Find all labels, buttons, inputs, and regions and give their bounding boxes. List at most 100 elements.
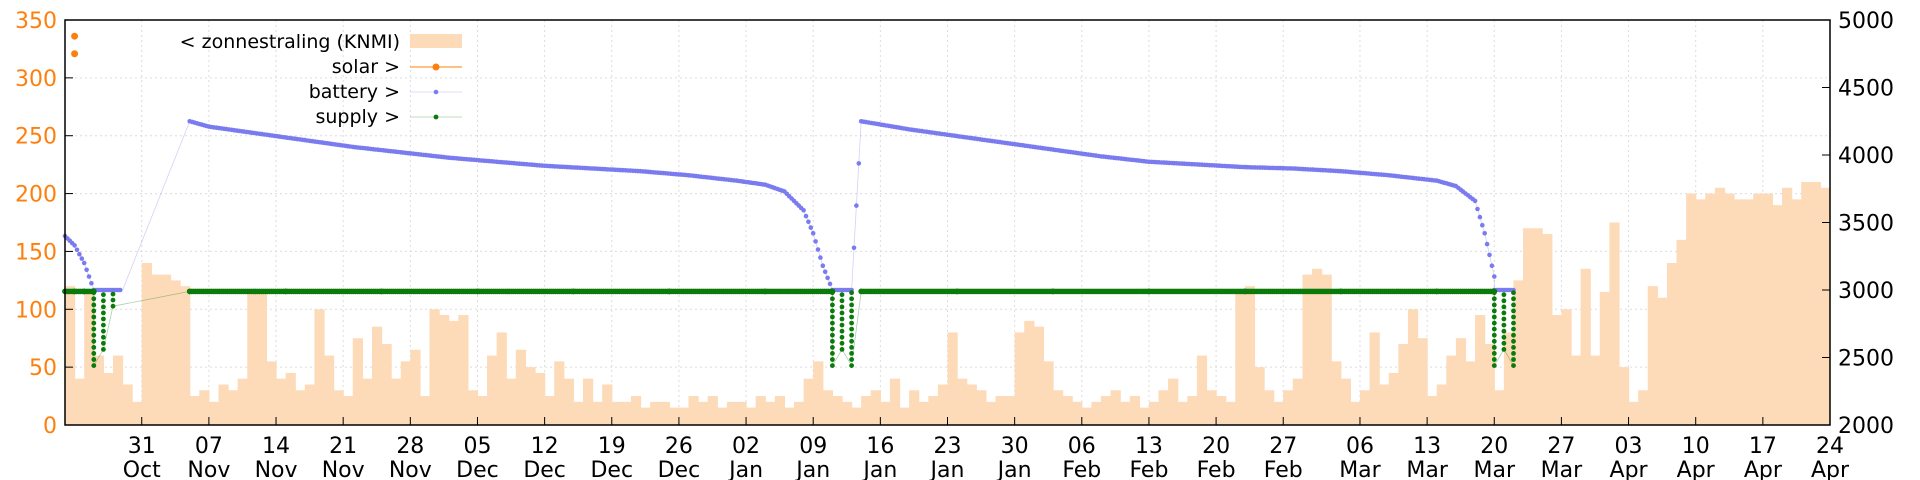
supply-point	[666, 288, 673, 295]
radiation-bar	[1724, 193, 1735, 425]
x-tick-month: Nov	[255, 458, 298, 480]
radiation-bar	[602, 384, 613, 425]
x-axis: 31Oct07Nov14Nov21Nov28Nov05Dec12Dec19Dec…	[123, 417, 1850, 480]
left-tick-label: 300	[15, 67, 57, 92]
supply-point	[1501, 347, 1507, 352]
radiation-bar	[1235, 291, 1246, 425]
radiation-bar	[1321, 274, 1332, 425]
radiation-bar	[966, 384, 977, 425]
battery-point	[74, 247, 80, 253]
radiation-bar	[813, 361, 824, 425]
battery-point	[806, 219, 811, 225]
battery-point	[1492, 274, 1497, 279]
radiation-bar	[659, 401, 670, 425]
x-tick-month: Dec	[456, 458, 499, 480]
battery-line	[64, 120, 1514, 291]
supply-point	[101, 310, 106, 316]
supply-point	[839, 340, 845, 346]
supply-point	[1501, 334, 1507, 340]
radiation-bar	[909, 390, 920, 425]
radiation-bar	[1120, 401, 1131, 425]
supply-point	[1491, 296, 1497, 302]
radiation-bar	[1609, 222, 1620, 425]
radiation-bar	[458, 315, 469, 425]
radiation-bar	[544, 396, 555, 425]
radiation-bar	[1302, 274, 1313, 425]
radiation-bar	[237, 378, 248, 425]
x-tick-day: 03	[1615, 434, 1643, 459]
supply-point	[1491, 308, 1497, 314]
radiation-bar	[496, 332, 507, 425]
supply-point	[1501, 298, 1507, 304]
radiation-bar	[1599, 291, 1610, 425]
supply-point	[830, 326, 835, 332]
radiation-bar	[525, 367, 536, 425]
radiation-bar	[774, 396, 786, 425]
radiation-bar	[151, 274, 162, 425]
radiation-bar	[93, 355, 104, 425]
battery-point	[117, 287, 123, 293]
supply-point	[91, 326, 97, 332]
radiation-bar	[400, 361, 411, 425]
radiation-bar	[563, 378, 574, 425]
x-tick-month: Apr	[1811, 458, 1850, 480]
battery-point	[820, 263, 826, 269]
left-axis: 0 50 100 150 200 250 300 350	[15, 9, 73, 439]
radiation-bar	[1407, 309, 1419, 425]
supply-point	[830, 351, 835, 356]
radiation-bar	[429, 309, 440, 425]
radiation-bar	[669, 407, 680, 425]
radiation-bar	[1225, 401, 1236, 425]
radiation-bar	[851, 407, 862, 425]
radiation-bar	[160, 274, 172, 425]
supply-point	[1511, 302, 1516, 308]
supply-point	[849, 314, 854, 320]
radiation-bar	[1571, 355, 1582, 425]
supply-point	[849, 332, 854, 338]
radiation-bar	[132, 401, 143, 425]
x-tick-day: 12	[531, 434, 559, 459]
supply-point	[762, 288, 768, 295]
radiation-bar	[1216, 396, 1227, 425]
supply-point	[954, 288, 960, 295]
x-tick-month: Mar	[1541, 458, 1583, 480]
battery-point	[803, 213, 809, 219]
supply-point	[1338, 288, 1344, 295]
battery-point	[854, 203, 859, 208]
radiation-bar	[1782, 187, 1793, 425]
supply-series	[62, 288, 1516, 368]
battery-point	[77, 251, 82, 257]
supply-point	[1511, 326, 1516, 332]
x-tick-day: 30	[1001, 434, 1029, 459]
radiation-bar	[228, 390, 239, 425]
radiation-bar	[1551, 315, 1563, 425]
supply-point	[101, 304, 106, 310]
x-tick-day: 16	[866, 434, 894, 459]
radiation-bar	[1398, 344, 1409, 425]
radiation-bar	[582, 378, 594, 425]
x-tick-month: Jan	[929, 458, 965, 480]
radiation-bar	[1436, 384, 1447, 425]
supply-point	[110, 303, 116, 309]
supply-point	[474, 288, 481, 295]
supply-point	[1491, 314, 1497, 320]
battery-point	[815, 247, 821, 252]
radiation-bar	[1494, 390, 1505, 425]
supply-point	[91, 338, 97, 344]
supply-point	[849, 351, 854, 356]
radiation-bar	[1638, 390, 1649, 425]
supply-point	[91, 363, 97, 368]
legend-label-solar: solar >	[332, 56, 400, 78]
x-tick-day: 02	[732, 434, 760, 459]
x-tick-day: 10	[1682, 434, 1710, 459]
radiation-bar	[1810, 182, 1822, 425]
supply-point	[1491, 351, 1497, 356]
supply-point	[110, 291, 116, 297]
x-tick-day: 06	[1346, 434, 1374, 459]
x-tick-month: Jan	[727, 458, 763, 480]
radiation-bar	[1100, 396, 1112, 425]
battery-point	[86, 274, 92, 279]
radiation-bar	[103, 372, 114, 425]
radiation-bar	[1542, 234, 1553, 425]
left-tick-label: 0	[43, 414, 57, 439]
